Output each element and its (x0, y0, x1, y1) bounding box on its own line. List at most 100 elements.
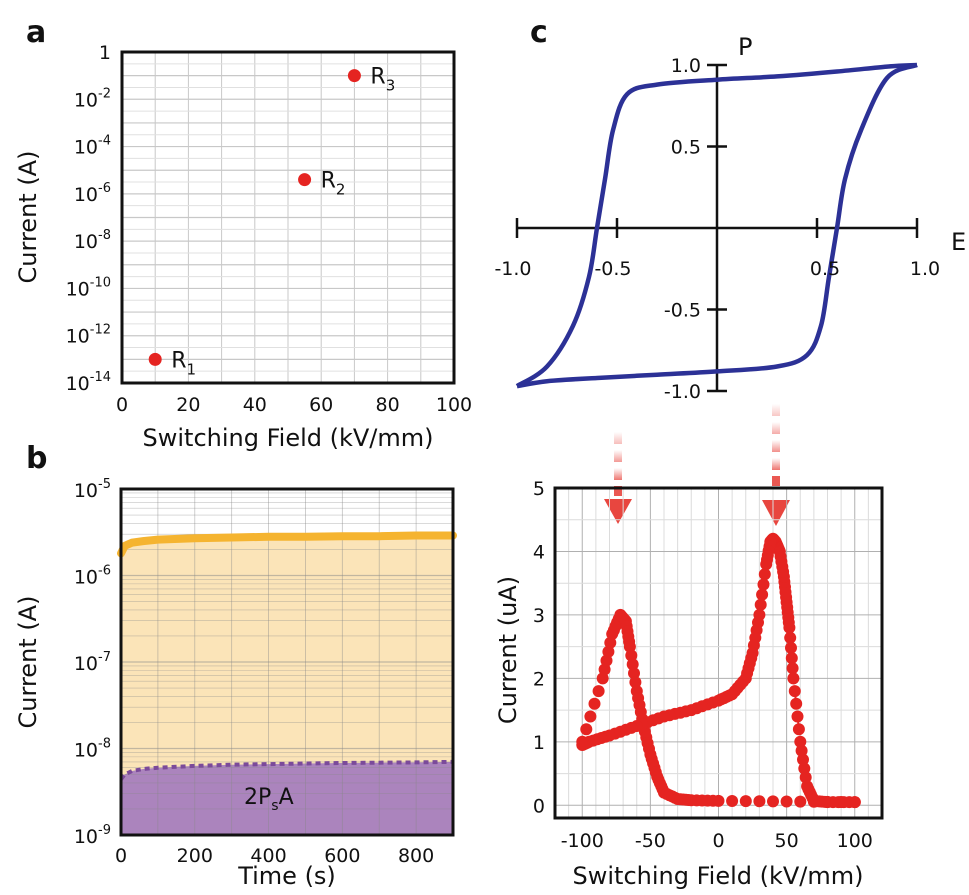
data-point (757, 578, 770, 591)
panel-b-frame (119, 487, 455, 837)
data-point (795, 744, 808, 757)
y-tick-label-base: 10 (74, 184, 98, 206)
y-tick-label: 10-6 (74, 181, 111, 206)
y-tick-label: 2 (533, 668, 545, 690)
panel-b: b 10-910-810-710-610-5 0 200 400 600 800 2Ps… (14, 441, 457, 890)
panel-c-ticks: -1.0 -0.5 0.5 1.0 1.0 0.5 -0.5 -1.0 (494, 55, 940, 403)
hysteresis-upper-branch (515, 62, 918, 389)
annotation-2psa: 2PsA (244, 785, 294, 814)
data-point (626, 658, 639, 671)
p-tick-label: 0.5 (671, 137, 701, 159)
data-point (628, 667, 640, 680)
panel-a-grid (122, 52, 454, 383)
data-point (576, 739, 589, 751)
data-point (798, 762, 811, 775)
y-tick-label: 10-8 (74, 228, 111, 253)
y-tick-label-exp: -2 (98, 86, 111, 101)
y-tick-label-exp: -14 (90, 370, 111, 385)
panel-d-x-axis-label: Switching Field (kV/mm) (573, 862, 864, 890)
y-tick-label-base: 1 (99, 42, 111, 64)
x-tick-label: 0 (712, 830, 724, 852)
x-tick-label: 0 (116, 394, 128, 416)
x-tick-label: 400 (250, 845, 286, 867)
panel-d-grid (555, 488, 882, 818)
x-tick-label: 80 (376, 394, 400, 416)
left-connector-arrow (604, 432, 632, 524)
y-tick-label: 4 (533, 541, 545, 563)
e-tick-label: 0.5 (810, 258, 840, 280)
e-tick-label: -1.0 (494, 258, 531, 280)
data-point (797, 753, 809, 766)
y-tick-label-exp: -6 (98, 181, 111, 196)
e-tick-label: -0.5 (594, 258, 631, 280)
y-tick-label: 5 (533, 478, 545, 500)
data-point (791, 710, 804, 723)
panel-c-label: c (530, 15, 548, 50)
y-tick-label: 10-14 (66, 370, 111, 395)
panel-c: c -1.0 -0.5 0.5 1.0 1.0 0.5 -0.5 -1.0 P E (494, 15, 966, 403)
y-tick-label-base: 10 (74, 826, 98, 848)
switching-current-line (119, 759, 454, 781)
y-tick-label-base: 10 (66, 373, 90, 395)
y-tick-label: 10-2 (74, 86, 111, 111)
panel-a-frame (120, 50, 456, 385)
x-tick-label: 40 (243, 394, 267, 416)
y-tick-label: 3 (533, 605, 545, 627)
panel-d-frame (553, 486, 884, 820)
panel-b-y-ticks: 10-910-810-710-610-5 (74, 477, 111, 848)
x-tick-label: -50 (635, 830, 666, 852)
y-axis-name-p: P (738, 33, 752, 61)
y-tick-label: 1 (99, 42, 111, 64)
point-label-main: R (321, 169, 336, 194)
data-point (756, 588, 769, 601)
data-point (625, 649, 638, 662)
panel-b-label: b (26, 441, 47, 476)
right-connector-arrow (762, 404, 790, 526)
y-tick-label-exp: -6 (98, 564, 111, 579)
data-point (598, 663, 611, 676)
y-tick-label-exp: -8 (98, 228, 111, 243)
point-label-sub: 2 (336, 181, 346, 199)
panel-a-x-ticks: 0 20 40 60 80 100 (116, 394, 472, 416)
point-label-r2: R2 (321, 169, 346, 199)
y-tick-label: 10-7 (74, 650, 111, 675)
data-point (602, 645, 615, 658)
data-point (580, 723, 593, 736)
panel-b-grid (121, 489, 453, 835)
y-tick-label: 10-4 (74, 134, 111, 159)
point-label-main: R (171, 348, 186, 373)
data-point (726, 795, 739, 807)
panel-b-x-axis-label: Time (s) (237, 862, 336, 890)
p-tick-label: -0.5 (664, 300, 701, 322)
panel-a-x-axis-label: Switching Field (kV/mm) (143, 424, 434, 452)
data-point (785, 641, 797, 654)
point-label-main: R (370, 65, 385, 90)
data-point (758, 568, 771, 581)
data-point (712, 794, 725, 807)
y-tick-label: 10-9 (74, 823, 111, 848)
x-tick-label: 200 (177, 845, 213, 867)
data-point-r2 (298, 173, 312, 187)
x-tick-label: 50 (775, 830, 799, 852)
x-tick-label: 20 (176, 394, 200, 416)
switching-area (121, 761, 453, 835)
connector-arrows (604, 404, 790, 526)
data-point (787, 672, 800, 685)
panel-c-axes (515, 63, 919, 393)
y-tick-label-base: 10 (74, 567, 98, 589)
data-point (767, 795, 779, 808)
y-tick-label-exp: -10 (90, 275, 111, 290)
panel-d-y-axis-label: Current (uA) (494, 576, 522, 724)
e-tick-label: 1.0 (910, 258, 940, 280)
data-point (629, 676, 642, 689)
data-point-r1 (148, 352, 162, 366)
y-tick-label-base: 10 (74, 231, 98, 253)
panel-a-label: a (26, 15, 46, 50)
panel-d-x-ticks: -100 -50 0 50 100 (561, 830, 873, 852)
panel-a-y-axis-label: Current (A) (14, 151, 42, 284)
y-tick-label-base: 10 (66, 278, 90, 300)
